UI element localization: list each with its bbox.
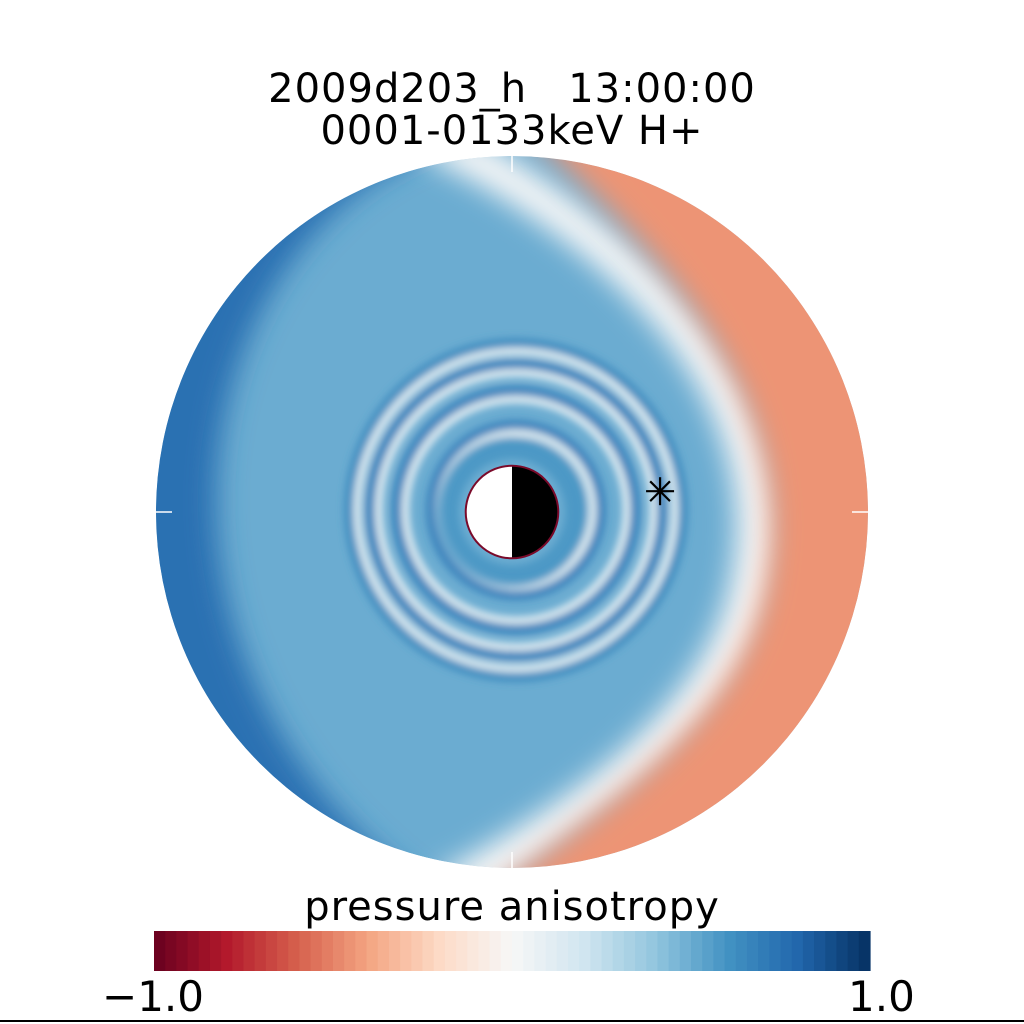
colorbar-cell-0 (154, 931, 166, 971)
colorbar-max-label: 1.0 (848, 972, 915, 1021)
colorbar-cell-2 (176, 931, 189, 971)
colorbar-cell-9 (254, 931, 267, 971)
earth-symbol (464, 464, 560, 560)
bottom-rule (0, 1020, 1024, 1022)
colorbar-cell-17 (344, 931, 356, 971)
colorbar-cell-18 (355, 931, 368, 971)
colorbar-cell-61 (836, 931, 849, 971)
colorbar-cell-48 (691, 931, 703, 971)
colorbar-cell-47 (679, 931, 692, 971)
colorbar-cell-56 (780, 931, 793, 971)
colorbar-cell-44 (646, 931, 659, 971)
colorbar-cell-12 (288, 931, 301, 971)
colorbar-cell-21 (388, 931, 401, 971)
colorbar-cell-53 (746, 931, 759, 971)
colorbar-cell-52 (735, 931, 748, 971)
colorbar-cell-57 (791, 931, 804, 971)
colorbar-cell-62 (847, 931, 860, 971)
colorbar-label: pressure anisotropy (304, 884, 720, 930)
colorbar-cell-3 (187, 931, 200, 971)
colorbar-cell-55 (769, 931, 782, 971)
colorbar-cell-10 (265, 931, 278, 971)
colorbar-cell-63 (858, 931, 871, 971)
colorbar-cell-42 (623, 931, 636, 971)
colorbar-cell-60 (825, 931, 838, 971)
satellite-marker (646, 477, 675, 506)
ring-pale-1 (402, 396, 630, 624)
colorbar-cell-28 (467, 931, 480, 971)
colorbar-cell-26 (444, 931, 457, 971)
colorbar (154, 931, 871, 971)
colorbar-cell-35 (545, 931, 558, 971)
colorbar-cell-24 (422, 931, 435, 971)
colorbar-cell-22 (400, 931, 412, 971)
colorbar-cell-20 (377, 931, 390, 971)
colorbar-cell-45 (657, 931, 670, 971)
colorbar-min-label: −1.0 (102, 972, 204, 1021)
colorbar-cell-6 (221, 931, 233, 971)
ring-core (436, 436, 588, 588)
colorbar-cell-27 (456, 931, 468, 971)
chart-subtitle: 0001-0133keV H+ (320, 108, 704, 154)
colorbar-cell-49 (702, 931, 714, 971)
colorbar-cell-39 (590, 931, 603, 971)
colorbar-cell-46 (668, 931, 681, 971)
colorbar-cell-50 (713, 931, 726, 971)
axis-ticks (156, 156, 868, 868)
colorbar-cell-51 (724, 931, 737, 971)
chart-title: 2009d203_h 13:00:00 (268, 66, 756, 112)
ring-dark-2 (365, 359, 667, 661)
colorbar-cell-16 (333, 931, 345, 971)
colorbar-cell-7 (232, 931, 245, 971)
colorbar-cell-41 (612, 931, 625, 971)
colorbar-cell-43 (635, 931, 647, 971)
colorbar-cell-1 (165, 931, 177, 971)
colorbar-cell-54 (758, 931, 770, 971)
colorbar-cell-30 (489, 931, 502, 971)
ring-pale-2 (375, 369, 657, 651)
colorbar-cell-4 (198, 931, 211, 971)
marker-stroke-3 (649, 480, 671, 502)
colorbar-cell-59 (814, 931, 826, 971)
colorbar-cell-38 (579, 931, 591, 971)
ring-dark-3 (344, 338, 688, 682)
earth-day-half (512, 465, 559, 559)
field-rings (344, 338, 688, 682)
ring-pale-3 (354, 348, 678, 672)
colorbar-cell-8 (243, 931, 256, 971)
colorbar-cell-15 (321, 931, 334, 971)
colorbar-cell-13 (299, 931, 312, 971)
colorbar-cell-40 (601, 931, 614, 971)
colorbar-cell-31 (500, 931, 513, 971)
earth-outline (464, 464, 560, 560)
colorbar-cell-32 (512, 931, 524, 971)
colorbar-cell-11 (277, 931, 289, 971)
colorbar-cell-19 (366, 931, 379, 971)
colorbar-cell-25 (433, 931, 446, 971)
colorbar-cell-29 (478, 931, 491, 971)
colorbar-cell-58 (802, 931, 815, 971)
colorbar-cell-37 (567, 931, 580, 971)
colorbar-cell-34 (534, 931, 547, 971)
ring-dark-0 (425, 419, 607, 601)
colorbar-cell-36 (556, 931, 569, 971)
ring-dark-1 (392, 386, 640, 634)
colorbar-cell-14 (310, 931, 323, 971)
field-boundary-arc (402, 156, 785, 868)
colorbar-cell-23 (411, 931, 424, 971)
colorbar-cell-5 (209, 931, 222, 971)
colorbar-cell-33 (523, 931, 535, 971)
